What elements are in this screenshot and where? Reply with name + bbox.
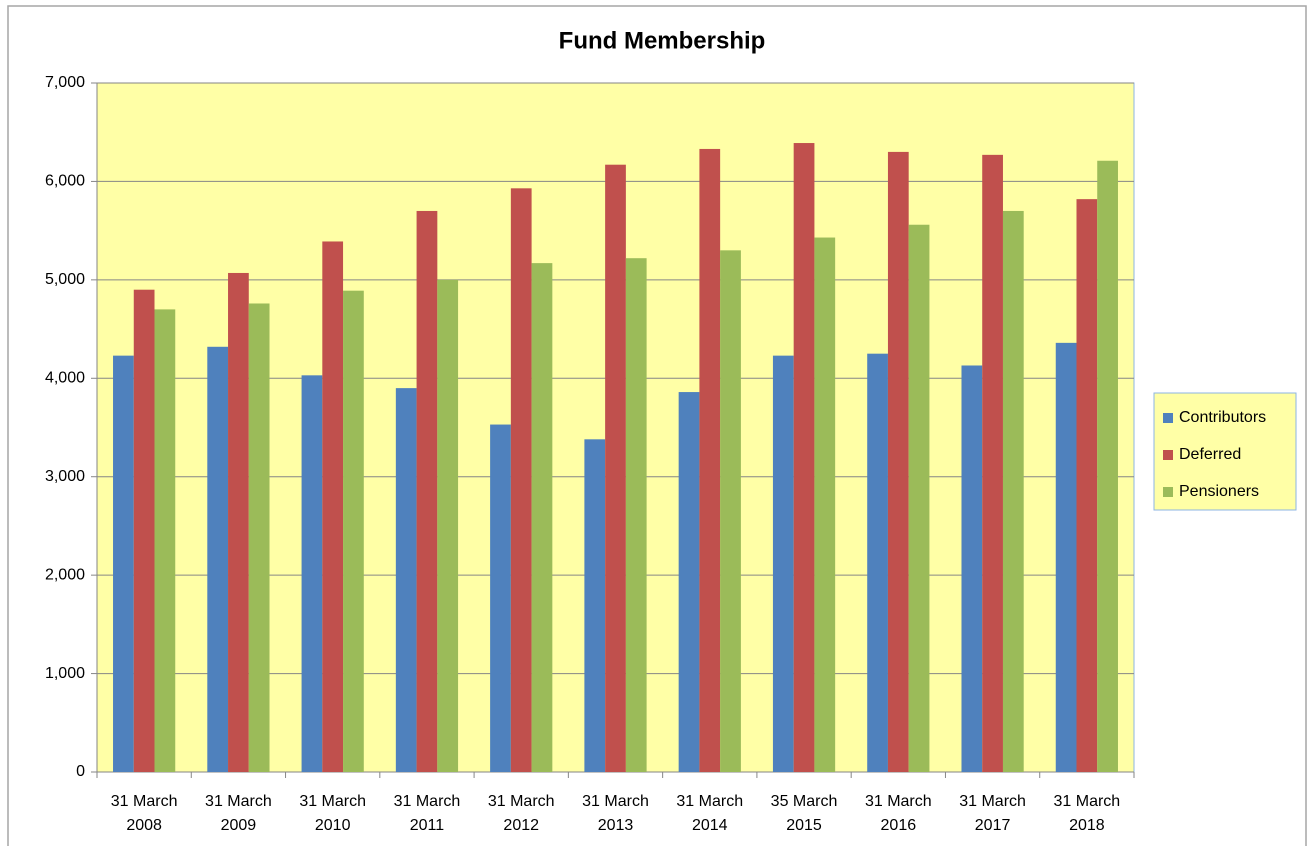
bar bbox=[867, 353, 888, 772]
legend-box bbox=[1153, 392, 1297, 511]
bar bbox=[416, 210, 438, 772]
x-tick-label: 35 March 2015 bbox=[770, 793, 838, 834]
bar bbox=[678, 392, 700, 772]
bar bbox=[961, 365, 983, 772]
bar bbox=[133, 289, 155, 772]
y-tick-label: 2,000 bbox=[45, 566, 85, 583]
bar bbox=[625, 258, 647, 772]
bar bbox=[1055, 342, 1077, 772]
bar bbox=[154, 309, 176, 772]
y-tick-label: 0 bbox=[76, 763, 85, 780]
y-tick-label: 5,000 bbox=[45, 271, 85, 288]
x-tick-label: 31 March 2008 bbox=[110, 793, 178, 834]
legend-swatch bbox=[1163, 487, 1173, 497]
bar bbox=[982, 154, 1003, 773]
x-tick-label: 31 March 2016 bbox=[864, 793, 932, 834]
bar bbox=[699, 148, 721, 772]
bar bbox=[605, 164, 626, 773]
bar bbox=[437, 279, 459, 772]
x-tick-label: 31 March 2011 bbox=[393, 793, 461, 834]
y-tick-label: 4,000 bbox=[45, 370, 85, 387]
chart-title: Fund Membership bbox=[559, 27, 766, 54]
y-tick-label: 7,000 bbox=[45, 74, 85, 91]
bar bbox=[531, 263, 553, 772]
bar bbox=[207, 346, 229, 772]
bar bbox=[490, 424, 511, 772]
bar bbox=[887, 151, 909, 772]
y-tick-label: 1,000 bbox=[45, 665, 85, 682]
bar bbox=[908, 224, 930, 773]
bar bbox=[720, 250, 741, 773]
bar bbox=[1097, 160, 1118, 773]
legend-label: Pensioners bbox=[1179, 483, 1259, 500]
legend-swatch bbox=[1163, 413, 1173, 423]
bar bbox=[113, 355, 134, 772]
x-tick-label: 31 March 2010 bbox=[299, 793, 367, 834]
bar bbox=[1076, 199, 1098, 772]
y-tick-label: 6,000 bbox=[45, 173, 85, 190]
legend-label: Contributors bbox=[1179, 409, 1266, 426]
bar bbox=[793, 143, 815, 772]
bar bbox=[322, 241, 344, 773]
bar bbox=[343, 290, 364, 772]
bar bbox=[228, 272, 249, 772]
legend-swatch bbox=[1163, 450, 1173, 460]
bar bbox=[301, 375, 323, 772]
x-tick-label: 31 March 2013 bbox=[582, 793, 649, 834]
x-tick-label: 31 March 2012 bbox=[487, 793, 555, 834]
x-tick-label: 31 March 2017 bbox=[959, 793, 1026, 834]
bar bbox=[1002, 210, 1024, 772]
legend-label: Deferred bbox=[1179, 446, 1241, 463]
bar bbox=[584, 439, 606, 772]
y-tick-label: 3,000 bbox=[45, 468, 85, 485]
x-tick-label: 31 March 2009 bbox=[205, 793, 272, 834]
bar bbox=[395, 388, 417, 772]
bar bbox=[510, 188, 532, 772]
bar bbox=[772, 355, 794, 772]
x-tick-label: 31 March 2018 bbox=[1053, 793, 1121, 834]
x-tick-label: 31 March 2014 bbox=[676, 793, 744, 834]
bar bbox=[814, 237, 836, 773]
bar bbox=[248, 303, 270, 772]
